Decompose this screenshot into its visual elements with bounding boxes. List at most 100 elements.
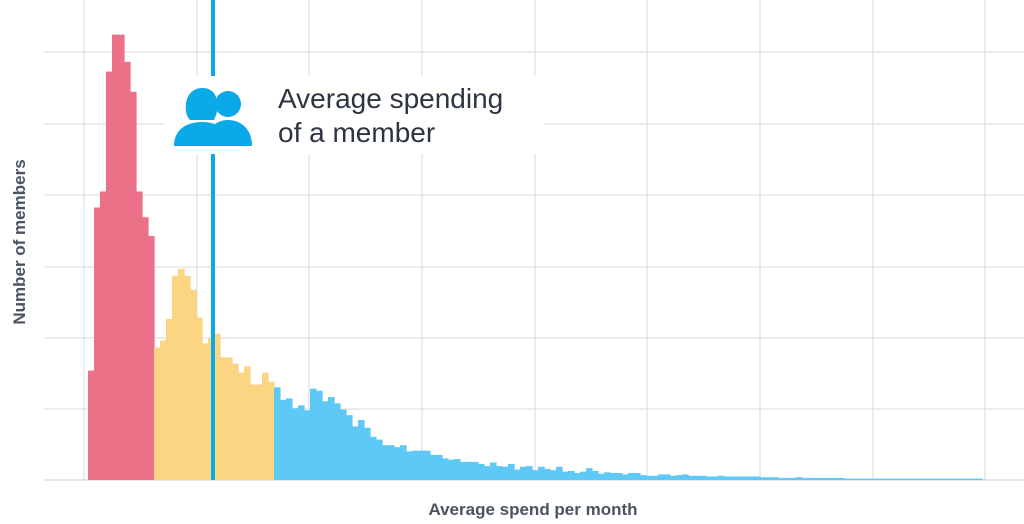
bar-high-45 xyxy=(544,468,551,480)
bar-mid-18 xyxy=(262,372,269,480)
bar-high-15 xyxy=(364,427,371,480)
bar-high-22 xyxy=(406,451,413,480)
bar-high-100 xyxy=(874,478,881,480)
bar-high-51 xyxy=(580,471,587,480)
bar-high-19 xyxy=(388,445,395,480)
bar-high-85 xyxy=(784,477,791,480)
bar-high-107 xyxy=(916,478,923,480)
bar-high-37 xyxy=(496,466,503,480)
bar-high-101 xyxy=(880,478,887,480)
bar-high-50 xyxy=(574,473,581,480)
bar-high-26 xyxy=(430,454,437,480)
bar-low-10 xyxy=(148,236,155,480)
bar-high-115 xyxy=(964,478,971,480)
bar-high-83 xyxy=(772,477,779,480)
bar-high-27 xyxy=(436,454,443,480)
bar-high-4 xyxy=(298,405,305,480)
y-axis-label: Number of members xyxy=(10,159,29,325)
bar-high-61 xyxy=(640,475,647,480)
bar-high-89 xyxy=(808,477,815,480)
bar-high-104 xyxy=(898,478,905,480)
bar-high-23 xyxy=(412,450,419,480)
bar-low-7 xyxy=(130,91,137,481)
bar-high-42 xyxy=(526,466,533,480)
bar-high-114 xyxy=(958,478,965,480)
bar-high-5 xyxy=(304,410,311,480)
bar-mid-16 xyxy=(250,384,257,480)
bar-high-110 xyxy=(934,478,941,480)
bar-high-18 xyxy=(382,445,389,480)
bar-high-97 xyxy=(856,478,863,480)
bar-high-38 xyxy=(502,466,509,480)
bar-mid-13 xyxy=(232,363,239,480)
bar-high-102 xyxy=(886,478,893,480)
two-members-icon xyxy=(174,88,252,146)
bar-high-41 xyxy=(520,466,527,480)
bar-high-58 xyxy=(622,474,629,480)
bar-high-13 xyxy=(352,426,359,480)
bar-high-2 xyxy=(286,398,293,480)
bar-high-64 xyxy=(658,474,665,480)
bar-high-59 xyxy=(628,473,635,480)
bar-high-33 xyxy=(472,461,479,480)
bar-high-47 xyxy=(556,466,563,480)
bar-mid-14 xyxy=(238,372,245,480)
bar-high-74 xyxy=(718,475,725,480)
bar-high-3 xyxy=(292,408,299,480)
bar-high-17 xyxy=(376,439,383,480)
bar-high-52 xyxy=(586,468,593,480)
bar-high-57 xyxy=(616,473,623,480)
bar-high-82 xyxy=(766,477,773,480)
bar-high-94 xyxy=(838,477,845,480)
bar-high-111 xyxy=(940,478,947,480)
bar-high-55 xyxy=(604,472,611,480)
bar-high-60 xyxy=(634,473,641,480)
annotation-line-2: of a member xyxy=(278,117,436,148)
bar-high-7 xyxy=(316,390,323,480)
bar-high-109 xyxy=(928,478,935,480)
bar-high-63 xyxy=(652,475,659,480)
bar-high-28 xyxy=(442,458,449,480)
bar-high-68 xyxy=(682,474,689,480)
bar-high-40 xyxy=(514,469,521,480)
bar-mid-15 xyxy=(244,366,251,480)
bar-high-70 xyxy=(694,475,701,480)
bar-mid-10 xyxy=(214,333,221,480)
bar-high-91 xyxy=(820,477,827,480)
bar-high-10 xyxy=(334,403,341,480)
bar-high-105 xyxy=(904,478,911,480)
bar-high-20 xyxy=(394,447,401,480)
bar-high-84 xyxy=(778,477,785,480)
bar-high-14 xyxy=(358,420,365,480)
bar-high-92 xyxy=(826,477,833,480)
bar-high-66 xyxy=(670,475,677,480)
bar-high-78 xyxy=(742,476,749,480)
bar-high-32 xyxy=(466,461,473,480)
bar-high-31 xyxy=(460,461,467,480)
bar-high-24 xyxy=(418,450,425,480)
bar-low-1 xyxy=(94,207,101,480)
bar-high-113 xyxy=(952,478,959,480)
bar-mid-7 xyxy=(196,317,203,480)
bar-high-112 xyxy=(946,478,953,480)
bar-high-30 xyxy=(454,459,461,480)
x-axis-label: Average spend per month xyxy=(428,500,638,519)
bar-mid-6 xyxy=(190,289,197,480)
bar-high-12 xyxy=(346,415,353,480)
bar-high-65 xyxy=(664,474,671,480)
bar-high-76 xyxy=(730,476,737,480)
mean-annotation-text: Average spending of a member xyxy=(278,82,503,150)
y-axis-label-wrap: Number of members xyxy=(0,0,29,324)
bar-high-29 xyxy=(448,459,455,480)
bar-high-43 xyxy=(532,470,539,480)
bar-high-56 xyxy=(610,473,617,480)
mean-line-bar xyxy=(211,0,215,480)
bar-low-0 xyxy=(88,370,95,480)
bar-high-72 xyxy=(706,476,713,480)
bar-high-88 xyxy=(802,477,809,480)
bar-high-6 xyxy=(310,388,317,480)
bar-high-81 xyxy=(760,477,767,480)
bar-mid-12 xyxy=(226,357,233,480)
bar-high-1 xyxy=(280,399,287,480)
